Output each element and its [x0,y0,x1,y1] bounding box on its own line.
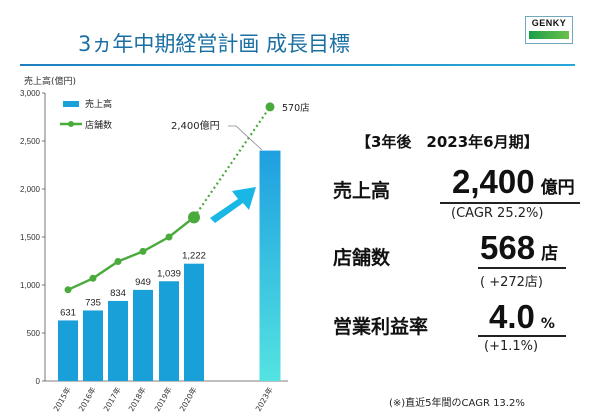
logo-bar [529,31,569,39]
x-tick-label: 2017年 [101,385,123,413]
x-tick-label: 2018年 [126,385,148,413]
sales-bar-2019年 [159,281,179,381]
kpi-margin-underline [478,335,566,337]
sales-bar-label: 834 [110,288,126,299]
y-tick-label: 1,500 [20,233,41,242]
stores-point-2023年 [265,102,275,112]
kpi-sales-unit: 億円 [540,178,575,198]
y-tick-label: 3,000 [20,89,41,98]
y-tick-label: 2,500 [20,137,41,146]
kpi-stores-delta: ( +272店) [480,275,543,290]
sales-bar-label: 735 [85,297,101,308]
stores-point-2016年 [89,274,97,282]
y-tick-label: 1,000 [20,281,41,290]
stores-end-label: 570店 [282,102,310,114]
y-tick-label: 0 [36,377,41,386]
kpi-sales-number: 2,400 [452,163,535,200]
summary-heading: 【3年後 2023年6月期】 [356,133,539,151]
sales-bar-label: 1,039 [157,268,181,279]
logo-text: GENKY [531,18,567,28]
stores-point-2017年 [114,257,122,265]
kpi-margin-value: 4.0% [489,298,555,336]
sales-bar-2015年 [58,320,78,381]
stores-line [67,216,195,291]
kpi-margin-label: 営業利益率 [333,316,429,338]
genky-logo: GENKY [525,16,573,44]
sales-bar-label: 1,222 [182,251,206,262]
sales-bar-2017年 [108,300,128,381]
stores-point-2015年 [64,286,72,294]
kpi-stores-number: 568 [480,229,536,266]
stores-point-2020年 [188,211,200,224]
slide-title: 3ヵ年中期経営計画 成長目標 [78,32,351,56]
cagr-footnote: (※)直近5年間のCAGR 13.2% [389,398,525,409]
stores-point-2019年 [165,233,173,241]
kpi-stores-unit: 店 [541,244,559,264]
x-tick-label: 2016年 [76,385,98,413]
kpi-margin-unit: % [540,316,555,332]
bar-2023-leader [228,125,263,151]
sales-bar-2020年 [184,263,204,381]
sales-bar-label: 949 [135,277,151,288]
sales-bar-2018年 [133,289,153,381]
stores-line-projection [193,106,271,218]
x-tick-label: 2015年 [51,385,73,413]
legend-stores-marker [68,121,74,127]
y-tick-label: 2,000 [20,185,41,194]
legend-sales-label: 売上高 [85,98,112,110]
kpi-sales-underline [440,202,580,204]
kpi-sales-cagr: (CAGR 25.2%) [451,206,544,221]
sales-bar-label: 631 [60,307,76,318]
kpi-margin-delta: (+1.1%) [484,339,539,354]
kpi-stores-value: 568 店 [480,229,558,267]
y-axis-title: 売上高(億円) [24,75,76,87]
kpi-sales-value: 2,400 億円 [452,163,575,201]
y-tick-label: 500 [27,329,41,338]
bar-2023-label: 2,400億円 [171,119,220,132]
x-tick-label: 2023年 [253,385,275,413]
kpi-sales-label: 売上高 [333,180,391,202]
title-underline [20,64,575,66]
sales-bar-2023年 [259,150,281,381]
kpi-margin-number: 4.0 [489,298,535,335]
sales-bar-2016年 [83,310,103,381]
legend-stores-label: 店舗数 [85,119,112,131]
kpi-stores-label: 店舗数 [333,247,391,269]
x-tick-label: 2019年 [152,385,174,413]
x-tick-label: 2020年 [177,385,199,413]
legend-sales-swatch [63,101,79,107]
growth-arrow [210,187,256,223]
kpi-stores-underline [478,267,566,269]
stores-point-2018年 [139,247,147,255]
